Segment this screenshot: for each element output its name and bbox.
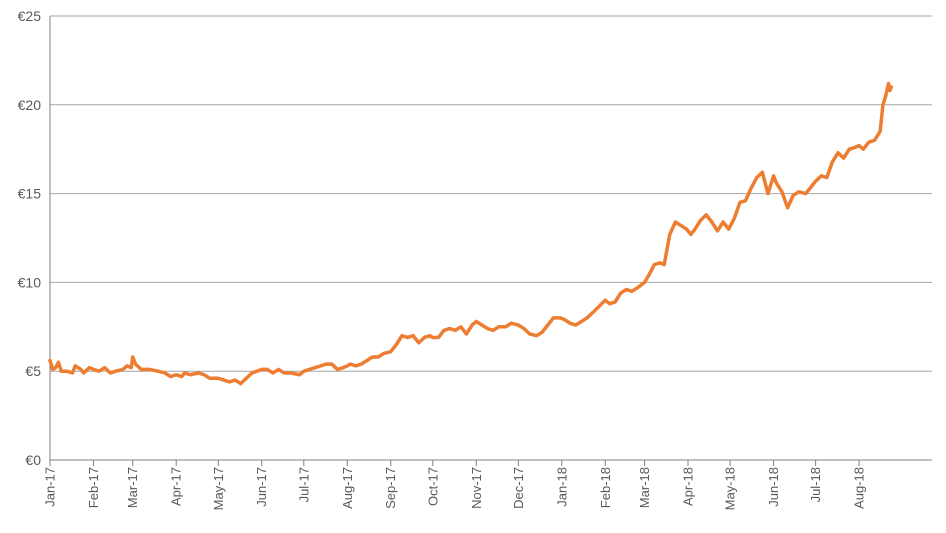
x-axis: [49, 16, 932, 466]
x-tick-label: Jul-18: [808, 467, 823, 502]
x-tick-label: Jul-17: [296, 467, 311, 502]
y-tick-label: €25: [18, 8, 42, 24]
y-tick-label: €5: [25, 363, 41, 379]
x-tick-label: Jun-18: [766, 467, 781, 507]
x-tick-label: Apr-18: [681, 467, 696, 506]
x-tick-label: Dec-17: [511, 467, 526, 509]
x-tick-label: May-18: [723, 467, 738, 510]
x-tick-label: Jan-18: [554, 467, 569, 507]
x-tick-label: Aug-18: [852, 467, 867, 509]
x-tick-label: May-17: [211, 467, 226, 510]
x-tick-label: Mar-18: [637, 467, 652, 508]
x-tick-label: Nov-17: [469, 467, 484, 509]
y-tick-label: €15: [18, 186, 42, 202]
x-tick-label: Feb-17: [86, 467, 101, 508]
y-axis-tick-labels: €0 €5 €10 €15 €20 €25: [18, 8, 42, 468]
x-tick-label: Sep-17: [383, 467, 398, 509]
series-line-0: [48, 81, 894, 386]
y-tick-label: €0: [25, 452, 41, 468]
x-axis-tick-labels: Jan-17 Feb-17 Mar-17 Apr-17 May-17 Jun-17 Jul-…: [43, 467, 867, 510]
series-layer: [48, 81, 894, 386]
x-tick-label: Aug-17: [340, 467, 355, 509]
x-tick-label: Jan-17: [43, 467, 58, 507]
y-tick-label: €20: [18, 97, 42, 113]
x-tick-label: Oct-17: [425, 467, 440, 506]
x-tick-label: Apr-17: [169, 467, 184, 506]
x-tick-label: Feb-18: [598, 467, 613, 508]
gridlines: [50, 15, 932, 372]
x-tick-label: Mar-17: [125, 467, 140, 508]
x-tick-label: Jun-17: [254, 467, 269, 507]
y-tick-label: €10: [18, 274, 42, 290]
